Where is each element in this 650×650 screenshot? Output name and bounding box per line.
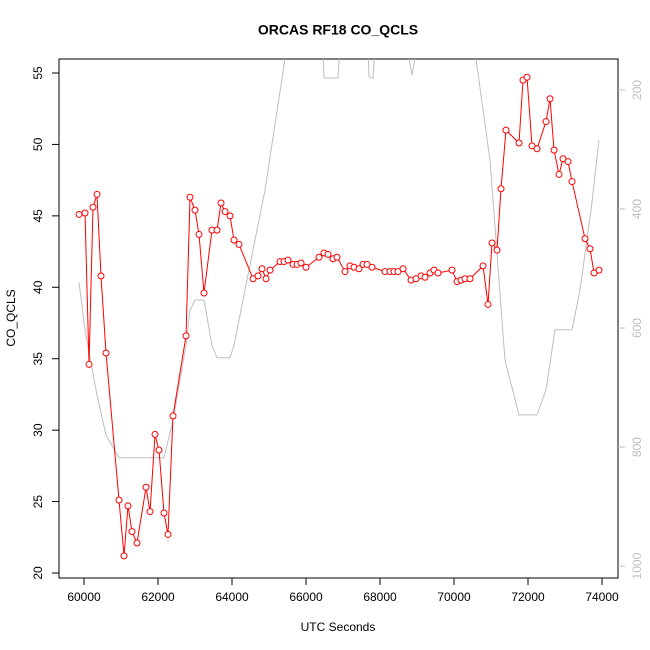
point	[595, 266, 603, 274]
point	[120, 552, 128, 560]
y-tick-label: 55	[31, 66, 45, 80]
point	[97, 272, 105, 280]
point	[533, 145, 541, 153]
chart-title: ORCAS RF18 CO_QCLS	[258, 22, 418, 38]
point	[488, 239, 496, 247]
point	[133, 539, 141, 547]
point	[230, 236, 238, 244]
point	[568, 178, 576, 186]
point	[550, 146, 558, 154]
point	[195, 230, 203, 238]
y-tick-label: 35	[31, 352, 45, 366]
point	[493, 246, 501, 254]
point	[302, 263, 310, 271]
point	[164, 530, 172, 538]
point	[235, 240, 243, 248]
y2-tick-label: 1000	[630, 552, 644, 579]
point	[523, 73, 531, 81]
point	[191, 206, 199, 214]
point	[284, 256, 292, 264]
y-tick-label: 45	[31, 209, 45, 223]
point	[466, 275, 474, 283]
point	[160, 509, 168, 517]
point	[581, 235, 589, 243]
x-tick-label: 74000	[585, 590, 619, 604]
y-tick-label: 40	[31, 280, 45, 294]
y2-tick-label: 800	[630, 437, 644, 457]
point	[497, 185, 505, 193]
point	[115, 496, 123, 504]
point	[399, 265, 407, 273]
y2-tick-label: 200	[630, 80, 644, 100]
point	[333, 253, 341, 261]
point	[448, 266, 456, 274]
point	[142, 483, 150, 491]
point	[315, 253, 323, 261]
point	[542, 118, 550, 126]
point	[124, 502, 132, 510]
point	[221, 208, 229, 216]
x-tick-label: 60000	[67, 590, 101, 604]
point	[324, 250, 332, 258]
point	[254, 272, 262, 280]
y-tick-label: 25	[31, 495, 45, 509]
point	[297, 259, 305, 267]
point	[502, 126, 510, 134]
point	[182, 332, 190, 340]
x-tick-label: 70000	[437, 590, 471, 604]
point	[75, 210, 83, 218]
point	[85, 360, 93, 368]
point	[262, 275, 270, 283]
y-tick-label: 50	[31, 137, 45, 151]
point	[128, 528, 136, 536]
point	[564, 158, 572, 166]
point	[217, 199, 225, 207]
point	[394, 268, 402, 276]
point	[266, 266, 274, 274]
point	[186, 193, 194, 201]
x-axis-label: UTC Seconds	[301, 620, 376, 634]
point	[213, 226, 221, 234]
x-tick-label: 64000	[215, 590, 249, 604]
point	[155, 446, 163, 454]
y2-tick-label: 400	[630, 199, 644, 219]
point	[102, 349, 110, 357]
point	[586, 245, 594, 253]
point	[479, 262, 487, 270]
point	[146, 508, 154, 516]
x-tick-label: 72000	[511, 590, 545, 604]
point	[555, 170, 563, 178]
y-axis-label: CO_QCLS	[4, 289, 18, 346]
point	[515, 139, 523, 147]
point	[341, 268, 349, 276]
y2-tick-label: 600	[630, 318, 644, 338]
x-tick-label: 62000	[141, 590, 175, 604]
point	[200, 289, 208, 297]
y-tick-label: 30	[31, 423, 45, 437]
point	[258, 265, 266, 273]
point	[81, 209, 89, 217]
point	[355, 265, 363, 273]
point	[226, 212, 234, 220]
point	[89, 203, 97, 211]
plot-box	[58, 58, 619, 579]
y-tick-label: 20	[31, 566, 45, 580]
point	[484, 300, 492, 308]
point	[546, 95, 554, 103]
point	[421, 273, 429, 281]
point	[434, 269, 442, 277]
point	[169, 412, 177, 420]
point	[93, 190, 101, 198]
plot-area	[75, 59, 603, 560]
point	[151, 430, 159, 438]
x-tick-label: 68000	[363, 590, 397, 604]
point	[368, 263, 376, 271]
x-tick-label: 66000	[289, 590, 323, 604]
